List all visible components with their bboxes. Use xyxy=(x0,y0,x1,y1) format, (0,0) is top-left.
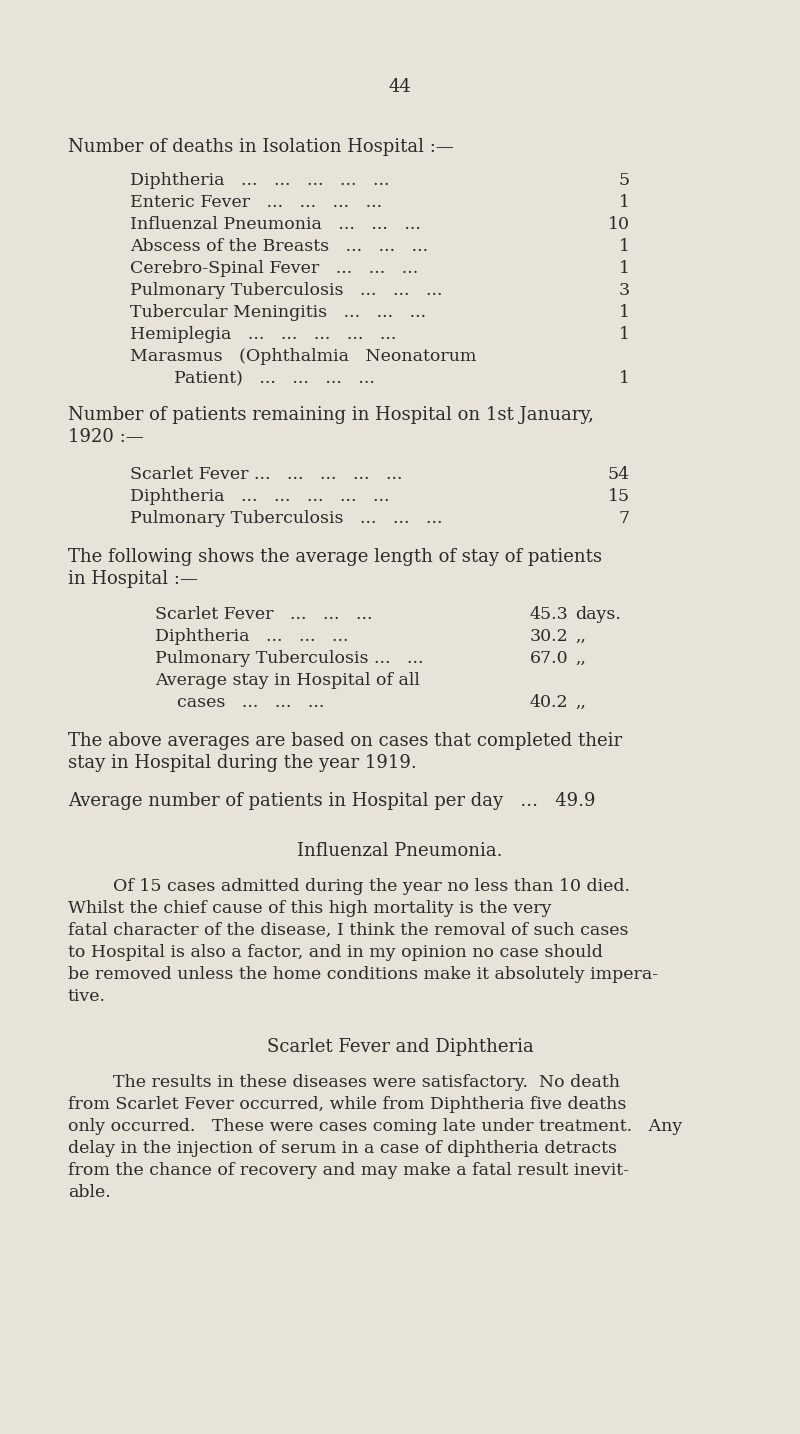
Text: 44: 44 xyxy=(389,77,411,96)
Text: Patient)   ...   ...   ...   ...: Patient) ... ... ... ... xyxy=(130,370,375,387)
Text: Diphtheria   ...   ...   ...   ...   ...: Diphtheria ... ... ... ... ... xyxy=(130,172,390,189)
Text: cases   ...   ...   ...: cases ... ... ... xyxy=(155,694,324,711)
Text: Scarlet Fever   ...   ...   ...: Scarlet Fever ... ... ... xyxy=(155,607,373,622)
Text: Pulmonary Tuberculosis   ...   ...   ...: Pulmonary Tuberculosis ... ... ... xyxy=(130,511,442,528)
Text: delay in the injection of serum in a case of diphtheria detracts: delay in the injection of serum in a cas… xyxy=(68,1140,617,1157)
Text: Pulmonary Tuberculosis ...   ...: Pulmonary Tuberculosis ... ... xyxy=(155,650,423,667)
Text: The above averages are based on cases that completed their: The above averages are based on cases th… xyxy=(68,731,622,750)
Text: Tubercular Meningitis   ...   ...   ...: Tubercular Meningitis ... ... ... xyxy=(130,304,426,321)
Text: 10: 10 xyxy=(608,217,630,232)
Text: 54: 54 xyxy=(608,466,630,483)
Text: Enteric Fever   ...   ...   ...   ...: Enteric Fever ... ... ... ... xyxy=(130,194,382,211)
Text: Influenzal Pneumonia   ...   ...   ...: Influenzal Pneumonia ... ... ... xyxy=(130,217,421,232)
Text: 67.0: 67.0 xyxy=(530,650,569,667)
Text: 1: 1 xyxy=(619,194,630,211)
Text: 5: 5 xyxy=(619,172,630,189)
Text: 1: 1 xyxy=(619,260,630,277)
Text: 7: 7 xyxy=(619,511,630,528)
Text: Scarlet Fever ...   ...   ...   ...   ...: Scarlet Fever ... ... ... ... ... xyxy=(130,466,402,483)
Text: Diphtheria   ...   ...   ...   ...   ...: Diphtheria ... ... ... ... ... xyxy=(130,488,390,505)
Text: in Hospital :—: in Hospital :— xyxy=(68,569,198,588)
Text: able.: able. xyxy=(68,1184,110,1202)
Text: ,,: ,, xyxy=(575,650,586,667)
Text: 45.3: 45.3 xyxy=(530,607,569,622)
Text: Abscess of the Breasts   ...   ...   ...: Abscess of the Breasts ... ... ... xyxy=(130,238,428,255)
Text: Diphtheria   ...   ...   ...: Diphtheria ... ... ... xyxy=(155,628,349,645)
Text: 1: 1 xyxy=(619,304,630,321)
Text: Average stay in Hospital of all: Average stay in Hospital of all xyxy=(155,673,420,688)
Text: Scarlet Fever and Diphtheria: Scarlet Fever and Diphtheria xyxy=(266,1038,534,1055)
Text: Pulmonary Tuberculosis   ...   ...   ...: Pulmonary Tuberculosis ... ... ... xyxy=(130,282,442,300)
Text: 3: 3 xyxy=(619,282,630,300)
Text: 1: 1 xyxy=(619,370,630,387)
Text: Average number of patients in Hospital per day   ...   49.9: Average number of patients in Hospital p… xyxy=(68,792,595,810)
Text: days.: days. xyxy=(575,607,621,622)
Text: ,,: ,, xyxy=(575,628,586,645)
Text: only occurred.   These were cases coming late under treatment.   Any: only occurred. These were cases coming l… xyxy=(68,1119,682,1134)
Text: ,,: ,, xyxy=(575,694,586,711)
Text: 1: 1 xyxy=(619,238,630,255)
Text: 15: 15 xyxy=(608,488,630,505)
Text: The following shows the average length of stay of patients: The following shows the average length o… xyxy=(68,548,602,566)
Text: Hemiplegia   ...   ...   ...   ...   ...: Hemiplegia ... ... ... ... ... xyxy=(130,326,396,343)
Text: from Scarlet Fever occurred, while from Diphtheria five deaths: from Scarlet Fever occurred, while from … xyxy=(68,1096,626,1113)
Text: 40.2: 40.2 xyxy=(530,694,569,711)
Text: Number of patients remaining in Hospital on 1st January,: Number of patients remaining in Hospital… xyxy=(68,406,594,424)
Text: Cerebro-Spinal Fever   ...   ...   ...: Cerebro-Spinal Fever ... ... ... xyxy=(130,260,418,277)
Text: 30.2: 30.2 xyxy=(530,628,569,645)
Text: fatal character of the disease, I think the removal of such cases: fatal character of the disease, I think … xyxy=(68,922,629,939)
Text: Whilst the chief cause of this high mortality is the very: Whilst the chief cause of this high mort… xyxy=(68,901,551,916)
Text: Influenzal Pneumonia.: Influenzal Pneumonia. xyxy=(298,842,502,860)
Text: Marasmus   (Ophthalmia   Neonatorum: Marasmus (Ophthalmia Neonatorum xyxy=(130,348,476,366)
Text: The results in these diseases were satisfactory.  No death: The results in these diseases were satis… xyxy=(113,1074,620,1091)
Text: from the chance of recovery and may make a fatal result inevit-: from the chance of recovery and may make… xyxy=(68,1162,629,1179)
Text: 1: 1 xyxy=(619,326,630,343)
Text: to Hospital is also a factor, and in my opinion no case should: to Hospital is also a factor, and in my … xyxy=(68,944,603,961)
Text: be removed unless the home conditions make it absolutely impera-: be removed unless the home conditions ma… xyxy=(68,967,658,982)
Text: tive.: tive. xyxy=(68,988,106,1005)
Text: stay in Hospital during the year 1919.: stay in Hospital during the year 1919. xyxy=(68,754,417,771)
Text: 1920 :—: 1920 :— xyxy=(68,427,144,446)
Text: Number of deaths in Isolation Hospital :—: Number of deaths in Isolation Hospital :… xyxy=(68,138,454,156)
Text: Of 15 cases admitted during the year no less than 10 died.: Of 15 cases admitted during the year no … xyxy=(113,878,630,895)
